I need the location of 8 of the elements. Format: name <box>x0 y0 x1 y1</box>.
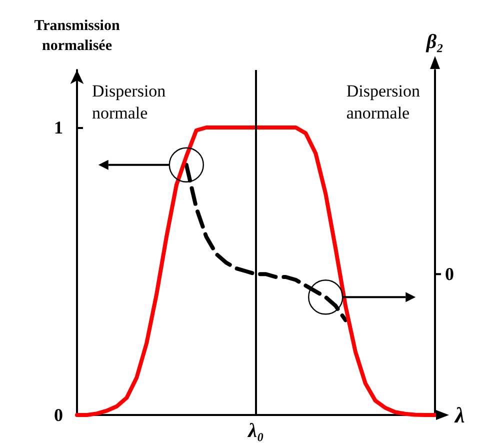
annotation: Dispersion normale <box>92 82 166 122</box>
annotation: Dispersion anormale <box>346 82 420 122</box>
x-axis-title: λ <box>454 402 465 428</box>
y-axis-title: Transmission normalisée <box>34 18 120 54</box>
text: 0 <box>445 264 454 284</box>
x-tick-label: λ₀ <box>247 420 264 442</box>
y2-axis-title: β₂ <box>425 31 444 53</box>
y-tick-label: 1 <box>54 118 63 138</box>
